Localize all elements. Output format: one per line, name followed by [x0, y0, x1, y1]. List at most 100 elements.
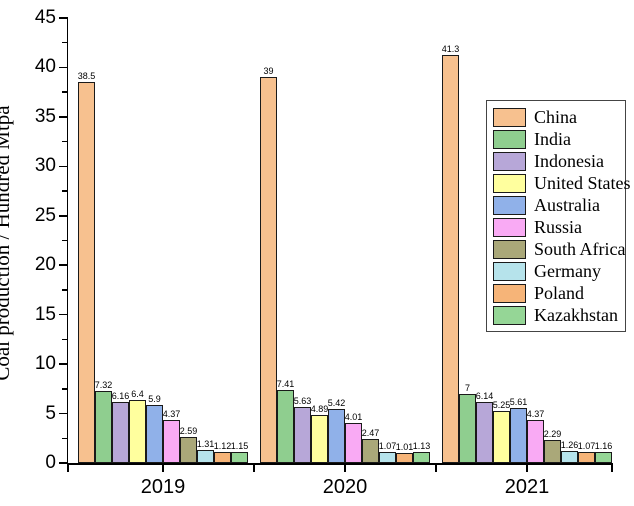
bar-value-label: 1.16 [594, 440, 613, 451]
bar-value-label: 2.47 [361, 427, 380, 438]
y-tick-label: 35 [34, 105, 56, 127]
bar-russia-2019 [163, 419, 180, 463]
y-axis-title: Coal production / Hundred Mtpa [0, 105, 14, 381]
x-axis-line [66, 463, 613, 465]
y-minor-tick [62, 91, 67, 93]
bar-value-label: 6.14 [475, 391, 494, 402]
bar-value-label: 1.26 [560, 439, 579, 450]
y-minor-tick [62, 388, 67, 390]
bar-value-label: 1.13 [412, 440, 431, 451]
y-minor-tick [62, 437, 67, 440]
y-tick-label: 30 [34, 155, 56, 177]
bar-value-label: 41.3 [441, 43, 460, 54]
bar-germany-2021 [561, 450, 578, 463]
bar-value-label: 2.29 [543, 429, 562, 440]
y-major-tick [58, 215, 67, 217]
bar-poland-2019 [214, 451, 231, 463]
y-axis-line [66, 17, 68, 464]
bar-value-label: 4.37 [526, 408, 545, 419]
bar-germany-2020 [379, 452, 396, 463]
bar-value-label: 4.37 [162, 408, 181, 419]
legend-label: China [534, 106, 577, 127]
legend-swatch [493, 107, 526, 127]
x-tick-label-2021: 2021 [504, 476, 550, 498]
legend-swatch [493, 129, 526, 149]
bar-united-states-2020 [311, 414, 328, 463]
legend-item-united-states: United States [493, 172, 631, 194]
bar-india-2020 [277, 389, 294, 463]
bar-value-label: 1.07 [378, 441, 397, 452]
bar-china-2019 [78, 82, 95, 463]
x-major-tick [526, 464, 528, 472]
y-minor-tick [62, 41, 67, 44]
legend-label: Australia [534, 194, 600, 215]
x-major-tick [344, 464, 346, 472]
legend-label: South Africa [534, 238, 626, 259]
bar-kazakhstan-2021 [595, 451, 612, 463]
x-boundary-tick [435, 464, 437, 472]
y-minor-tick [62, 338, 67, 341]
legend-swatch [493, 283, 526, 303]
bar-indonesia-2021 [476, 402, 493, 463]
bar-value-label: 1.01 [395, 442, 414, 453]
bar-value-label: 7.41 [276, 378, 295, 389]
legend-item-india: India [493, 128, 625, 150]
legend-item-poland: Poland [493, 282, 625, 304]
y-minor-tick [62, 239, 67, 242]
bar-china-2021 [442, 54, 459, 463]
bar-kazakhstan-2020 [413, 451, 430, 463]
y-minor-tick [62, 190, 67, 192]
bar-india-2021 [459, 393, 476, 463]
bar-value-label: 38.5 [77, 71, 96, 82]
y-tick-label: 40 [34, 56, 56, 78]
legend-swatch [493, 195, 526, 215]
y-tick-label: 15 [34, 303, 56, 325]
bar-united-states-2021 [493, 411, 510, 463]
bar-south-africa-2020 [362, 438, 379, 463]
y-major-tick [58, 264, 67, 266]
y-tick-label: 25 [34, 204, 56, 226]
bar-south-africa-2021 [544, 440, 561, 463]
plot-area: 0 5 10 15 20 25 30 35 40 45 2019 2020 2021 38.5 7.32… [35, 8, 613, 498]
legend-label: United States [534, 172, 631, 193]
bar-value-label: 2.59 [179, 426, 198, 437]
y-minor-tick [62, 289, 67, 291]
bar-value-label: 1.15 [230, 440, 249, 451]
bar-united-states-2019 [129, 399, 146, 463]
legend-label: Germany [534, 260, 601, 281]
legend-swatch [493, 151, 526, 171]
y-tick-label: 0 [45, 452, 56, 473]
legend-swatch [493, 217, 526, 237]
legend-item-indonesia: Indonesia [493, 150, 625, 172]
legend-label: India [534, 128, 571, 149]
bar-value-label: 4.01 [344, 412, 363, 423]
x-boundary-tick [67, 464, 69, 472]
legend-item-germany: Germany [493, 260, 625, 282]
bar-value-label: 39 [263, 66, 274, 77]
y-major-tick [58, 165, 67, 168]
bar-india-2019 [95, 390, 112, 463]
legend-label: Russia [534, 216, 583, 237]
y-major-tick [58, 116, 67, 118]
bar-russia-2020 [345, 423, 362, 463]
x-major-tick [162, 464, 164, 472]
legend-label: Kazakhstan [534, 304, 618, 325]
legend: China India Indonesia United States Australi… [486, 100, 631, 332]
legend-item-australia: Australia [493, 194, 625, 216]
y-major-tick [58, 66, 67, 69]
bar-south-africa-2019 [180, 437, 197, 463]
bar-value-label: 5.63 [293, 396, 312, 407]
bar-russia-2021 [527, 419, 544, 463]
y-tick-label: 5 [45, 402, 56, 424]
legend-swatch [493, 305, 526, 325]
y-tick-label: 10 [34, 353, 56, 375]
y-major-tick [58, 462, 67, 464]
bar-value-label: 1.12 [213, 440, 232, 451]
x-boundary-tick [253, 464, 255, 472]
legend-swatch [493, 261, 526, 281]
legend-item-china: China [493, 106, 625, 128]
bar-poland-2021 [578, 452, 595, 463]
y-tick-label: 20 [34, 254, 56, 276]
bar-value-label: 6.16 [111, 391, 130, 402]
